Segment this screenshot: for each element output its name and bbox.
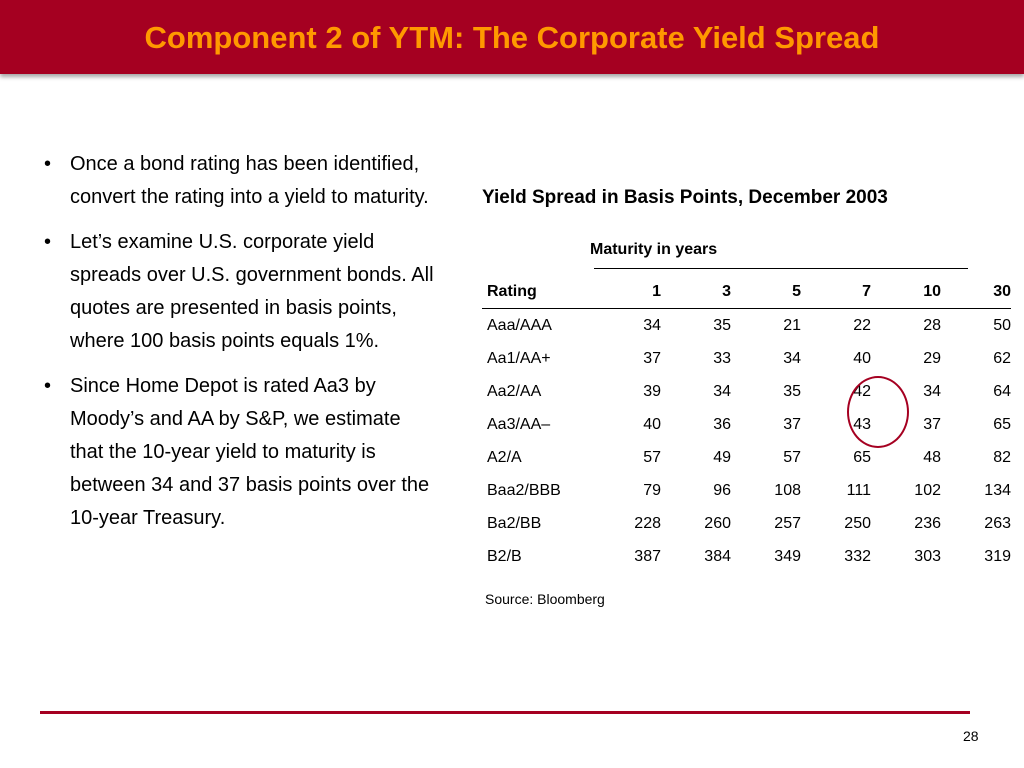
- table-cell: 28: [923, 316, 941, 334]
- table-row: Aa3/AA– 40 36 37 43 37 65: [482, 408, 1011, 441]
- header-maturity-5: 5: [792, 282, 801, 300]
- footer-divider: [40, 711, 970, 714]
- bullet-dot-icon: •: [44, 231, 52, 253]
- table-cell: 37: [923, 415, 941, 433]
- bullet-item: • Since Home Depot is rated Aa3 by Moody…: [44, 370, 434, 535]
- table-cell: 387: [634, 547, 661, 565]
- bullet-item: • Once a bond rating has been identified…: [44, 148, 434, 214]
- yield-spread-table: Rating 1 3 5 7 10 30 Aaa/AAA 34 35 21 22…: [482, 275, 1011, 573]
- table-cell: 33: [713, 349, 731, 367]
- table-cell: 35: [783, 382, 801, 400]
- header-maturity-10: 10: [923, 282, 941, 300]
- table-cell: 29: [923, 349, 941, 367]
- cell-rating: B2/B: [487, 547, 522, 565]
- table-cell: 35: [713, 316, 731, 334]
- source-note: Source: Bloomberg: [485, 591, 605, 607]
- maturity-divider: [594, 268, 968, 269]
- table-cell: 332: [844, 547, 871, 565]
- table-cell: 34: [643, 316, 661, 334]
- cell-rating: A2/A: [487, 448, 522, 466]
- cell-rating: Aa2/AA: [487, 382, 542, 400]
- table-row: Ba2/BB 228 260 257 250 236 263: [482, 507, 1011, 540]
- table-row: Baa2/BBB 79 96 108 111 102 134: [482, 474, 1011, 507]
- table-cell: 263: [984, 514, 1011, 532]
- table-cell: 21: [783, 316, 801, 334]
- table-row: Aa1/AA+ 37 33 34 40 29 62: [482, 342, 1011, 375]
- cell-rating: Ba2/BB: [487, 514, 542, 532]
- table-cell: 65: [993, 415, 1011, 433]
- table-cell: 236: [914, 514, 941, 532]
- table-row: B2/B 387 384 349 332 303 319: [482, 540, 1011, 573]
- table-cell: 384: [704, 547, 731, 565]
- table-cell: 50: [993, 316, 1011, 334]
- table-cell: 303: [914, 547, 941, 565]
- header-maturity-1: 1: [652, 282, 661, 300]
- bullet-text: Once a bond rating has been identified, …: [70, 153, 429, 208]
- table-cell: 40: [853, 349, 871, 367]
- table-cell: 82: [993, 448, 1011, 466]
- table-cell: 48: [923, 448, 941, 466]
- header-maturity-3: 3: [722, 282, 731, 300]
- table-cell: 134: [984, 481, 1011, 499]
- bullet-item: • Let’s examine U.S. corporate yield spr…: [44, 226, 434, 358]
- bullet-text: Since Home Depot is rated Aa3 by Moody’s…: [70, 375, 430, 529]
- title-bar: Component 2 of YTM: The Corporate Yield …: [0, 0, 1024, 74]
- table-cell: 34: [923, 382, 941, 400]
- table-cell: 40: [643, 415, 661, 433]
- table-cell: 108: [774, 481, 801, 499]
- table-cell: 37: [783, 415, 801, 433]
- bullet-list: • Once a bond rating has been identified…: [44, 148, 434, 547]
- page-number: 28: [963, 728, 979, 744]
- table-cell: 257: [774, 514, 801, 532]
- table-cell: 49: [713, 448, 731, 466]
- table-cell: 260: [704, 514, 731, 532]
- maturity-group-header: Maturity in years: [590, 241, 718, 258]
- table-row: Aa2/AA 39 34 35 42 34 64: [482, 375, 1011, 408]
- table-row: A2/A 57 49 57 65 48 82: [482, 441, 1011, 474]
- bullet-text: Let’s examine U.S. corporate yield sprea…: [70, 231, 434, 352]
- cell-rating: Aa1/AA+: [487, 349, 551, 367]
- table-cell: 39: [643, 382, 661, 400]
- table-cell: 250: [844, 514, 871, 532]
- bullet-dot-icon: •: [44, 153, 52, 175]
- table-cell: 102: [914, 481, 941, 499]
- header-maturity-30: 30: [993, 282, 1011, 300]
- table-cell: 57: [783, 448, 801, 466]
- cell-rating: Aaa/AAA: [487, 316, 552, 334]
- table-cell: 111: [846, 481, 871, 499]
- slide-title: Component 2 of YTM: The Corporate Yield …: [144, 20, 880, 55]
- cell-rating: Baa2/BBB: [487, 481, 561, 499]
- table-cell: 36: [713, 415, 731, 433]
- header-rating: Rating: [487, 282, 537, 300]
- table-title: Yield Spread in Basis Points, December 2…: [482, 187, 888, 208]
- table-cell: 96: [713, 481, 731, 499]
- table-cell: 79: [643, 481, 661, 499]
- table-cell: 319: [984, 547, 1011, 565]
- cell-rating: Aa3/AA–: [487, 415, 551, 433]
- bullet-dot-icon: •: [44, 375, 52, 397]
- header-maturity-7: 7: [862, 282, 871, 300]
- table-cell: 34: [783, 349, 801, 367]
- table-cell: 22: [853, 316, 871, 334]
- table-cell: 65: [853, 448, 871, 466]
- highlight-circle: [847, 376, 909, 448]
- table-cell: 37: [643, 349, 661, 367]
- table-cell: 349: [774, 547, 801, 565]
- table-row: Aaa/AAA 34 35 21 22 28 50: [482, 309, 1011, 343]
- table-cell: 57: [643, 448, 661, 466]
- table-cell: 34: [713, 382, 731, 400]
- table-cell: 64: [993, 382, 1011, 400]
- table-cell: 62: [993, 349, 1011, 367]
- table-cell: 228: [634, 514, 661, 532]
- table-header-row: Rating 1 3 5 7 10 30: [482, 275, 1011, 309]
